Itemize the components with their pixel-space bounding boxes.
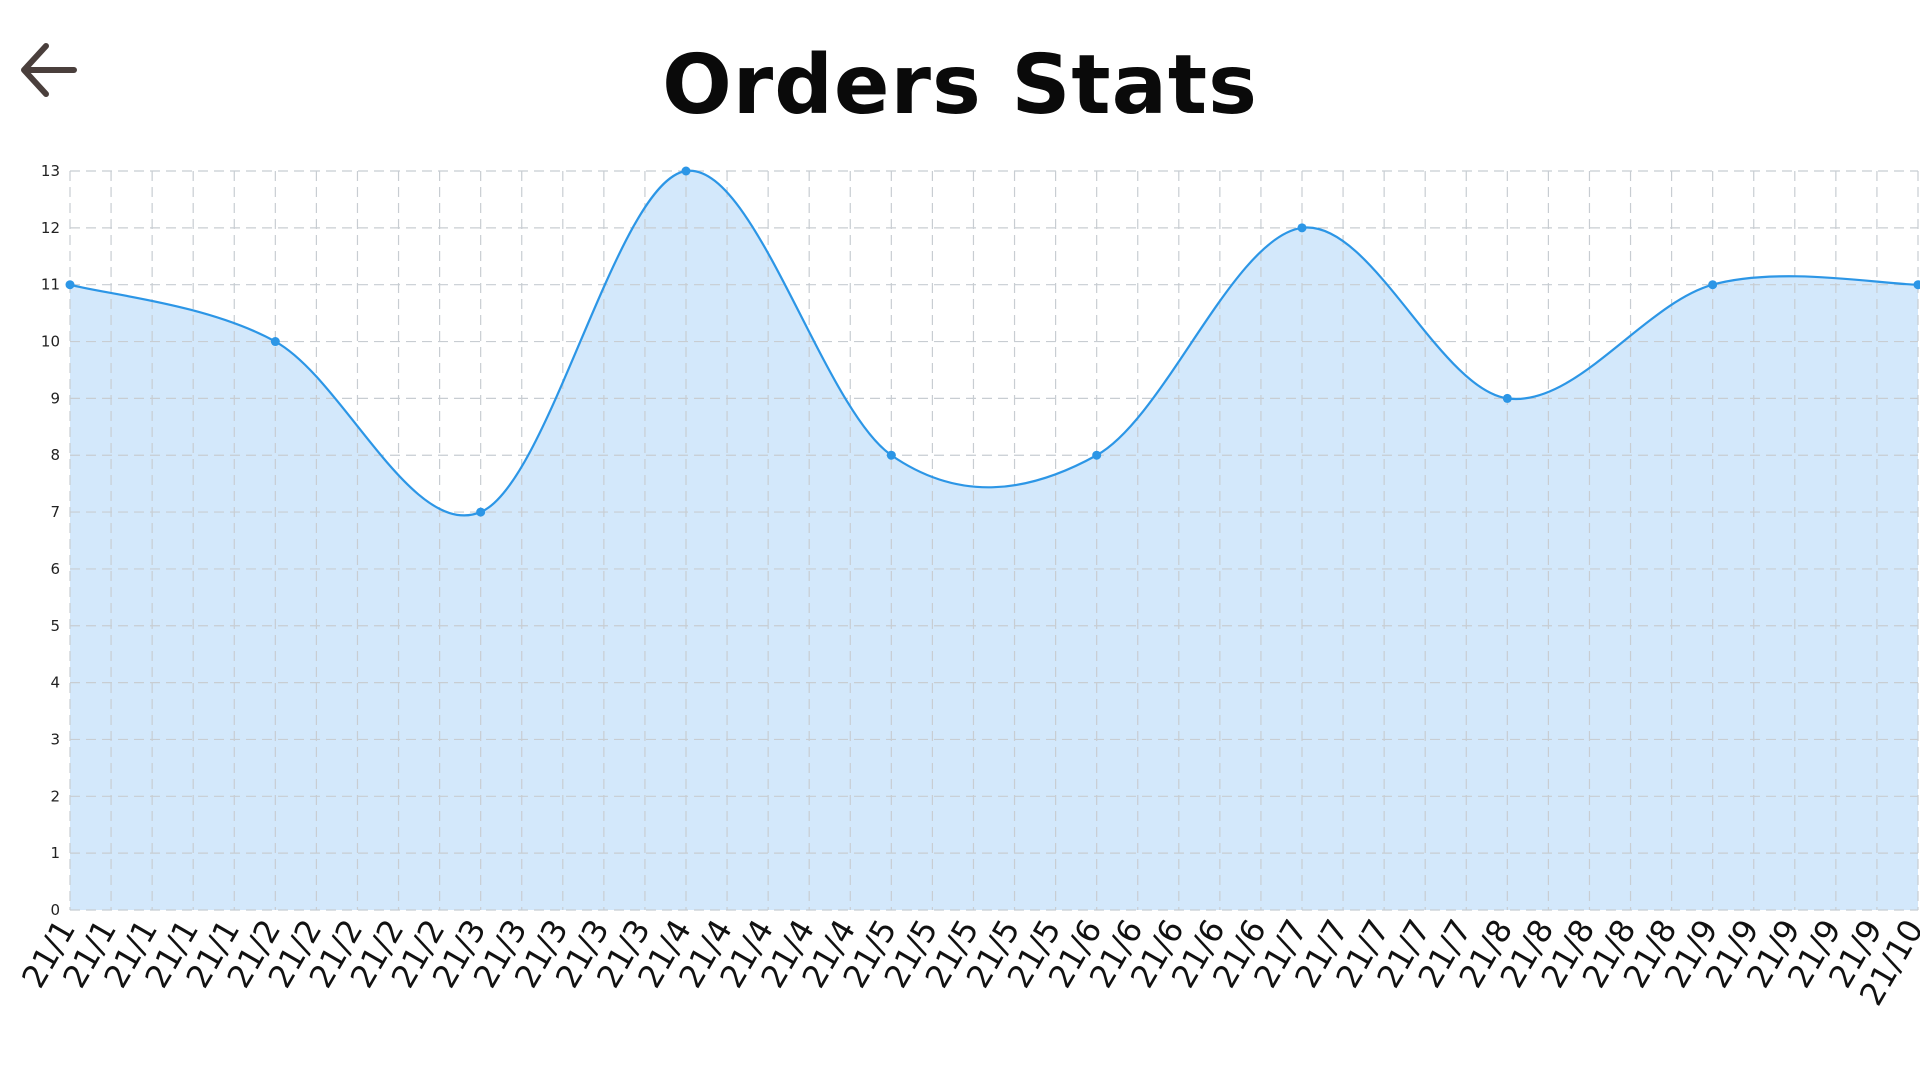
y-tick-label: 2: [50, 787, 60, 805]
y-tick-label: 12: [41, 219, 60, 237]
y-tick-label: 1: [50, 844, 60, 862]
data-point: [1913, 280, 1920, 290]
data-point: [1502, 393, 1512, 403]
y-tick-label: 5: [50, 617, 60, 635]
data-point: [65, 280, 75, 290]
y-tick-label: 13: [41, 162, 60, 180]
y-tick-label: 10: [41, 333, 60, 351]
series-line: [69, 169, 1919, 517]
area-fill: [70, 170, 1918, 910]
y-tick-label: 9: [50, 389, 60, 407]
page-title: Orders Stats: [662, 38, 1258, 133]
arrow-left-icon: [21, 43, 77, 97]
data-point: [476, 507, 486, 517]
data-point: [1297, 223, 1307, 233]
y-tick-label: 6: [50, 560, 60, 578]
data-point: [270, 337, 280, 347]
y-tick-label: 4: [50, 674, 60, 692]
y-tick-label: 7: [50, 503, 60, 521]
data-point: [886, 450, 896, 460]
y-tick-label: 3: [50, 730, 60, 748]
y-tick-label: 0: [50, 901, 60, 919]
y-tick-label: 11: [41, 276, 60, 294]
data-point: [1708, 280, 1718, 290]
y-tick-label: 8: [50, 446, 60, 464]
back-button[interactable]: [8, 30, 88, 110]
data-point: [681, 166, 691, 176]
data-point: [1092, 450, 1102, 460]
